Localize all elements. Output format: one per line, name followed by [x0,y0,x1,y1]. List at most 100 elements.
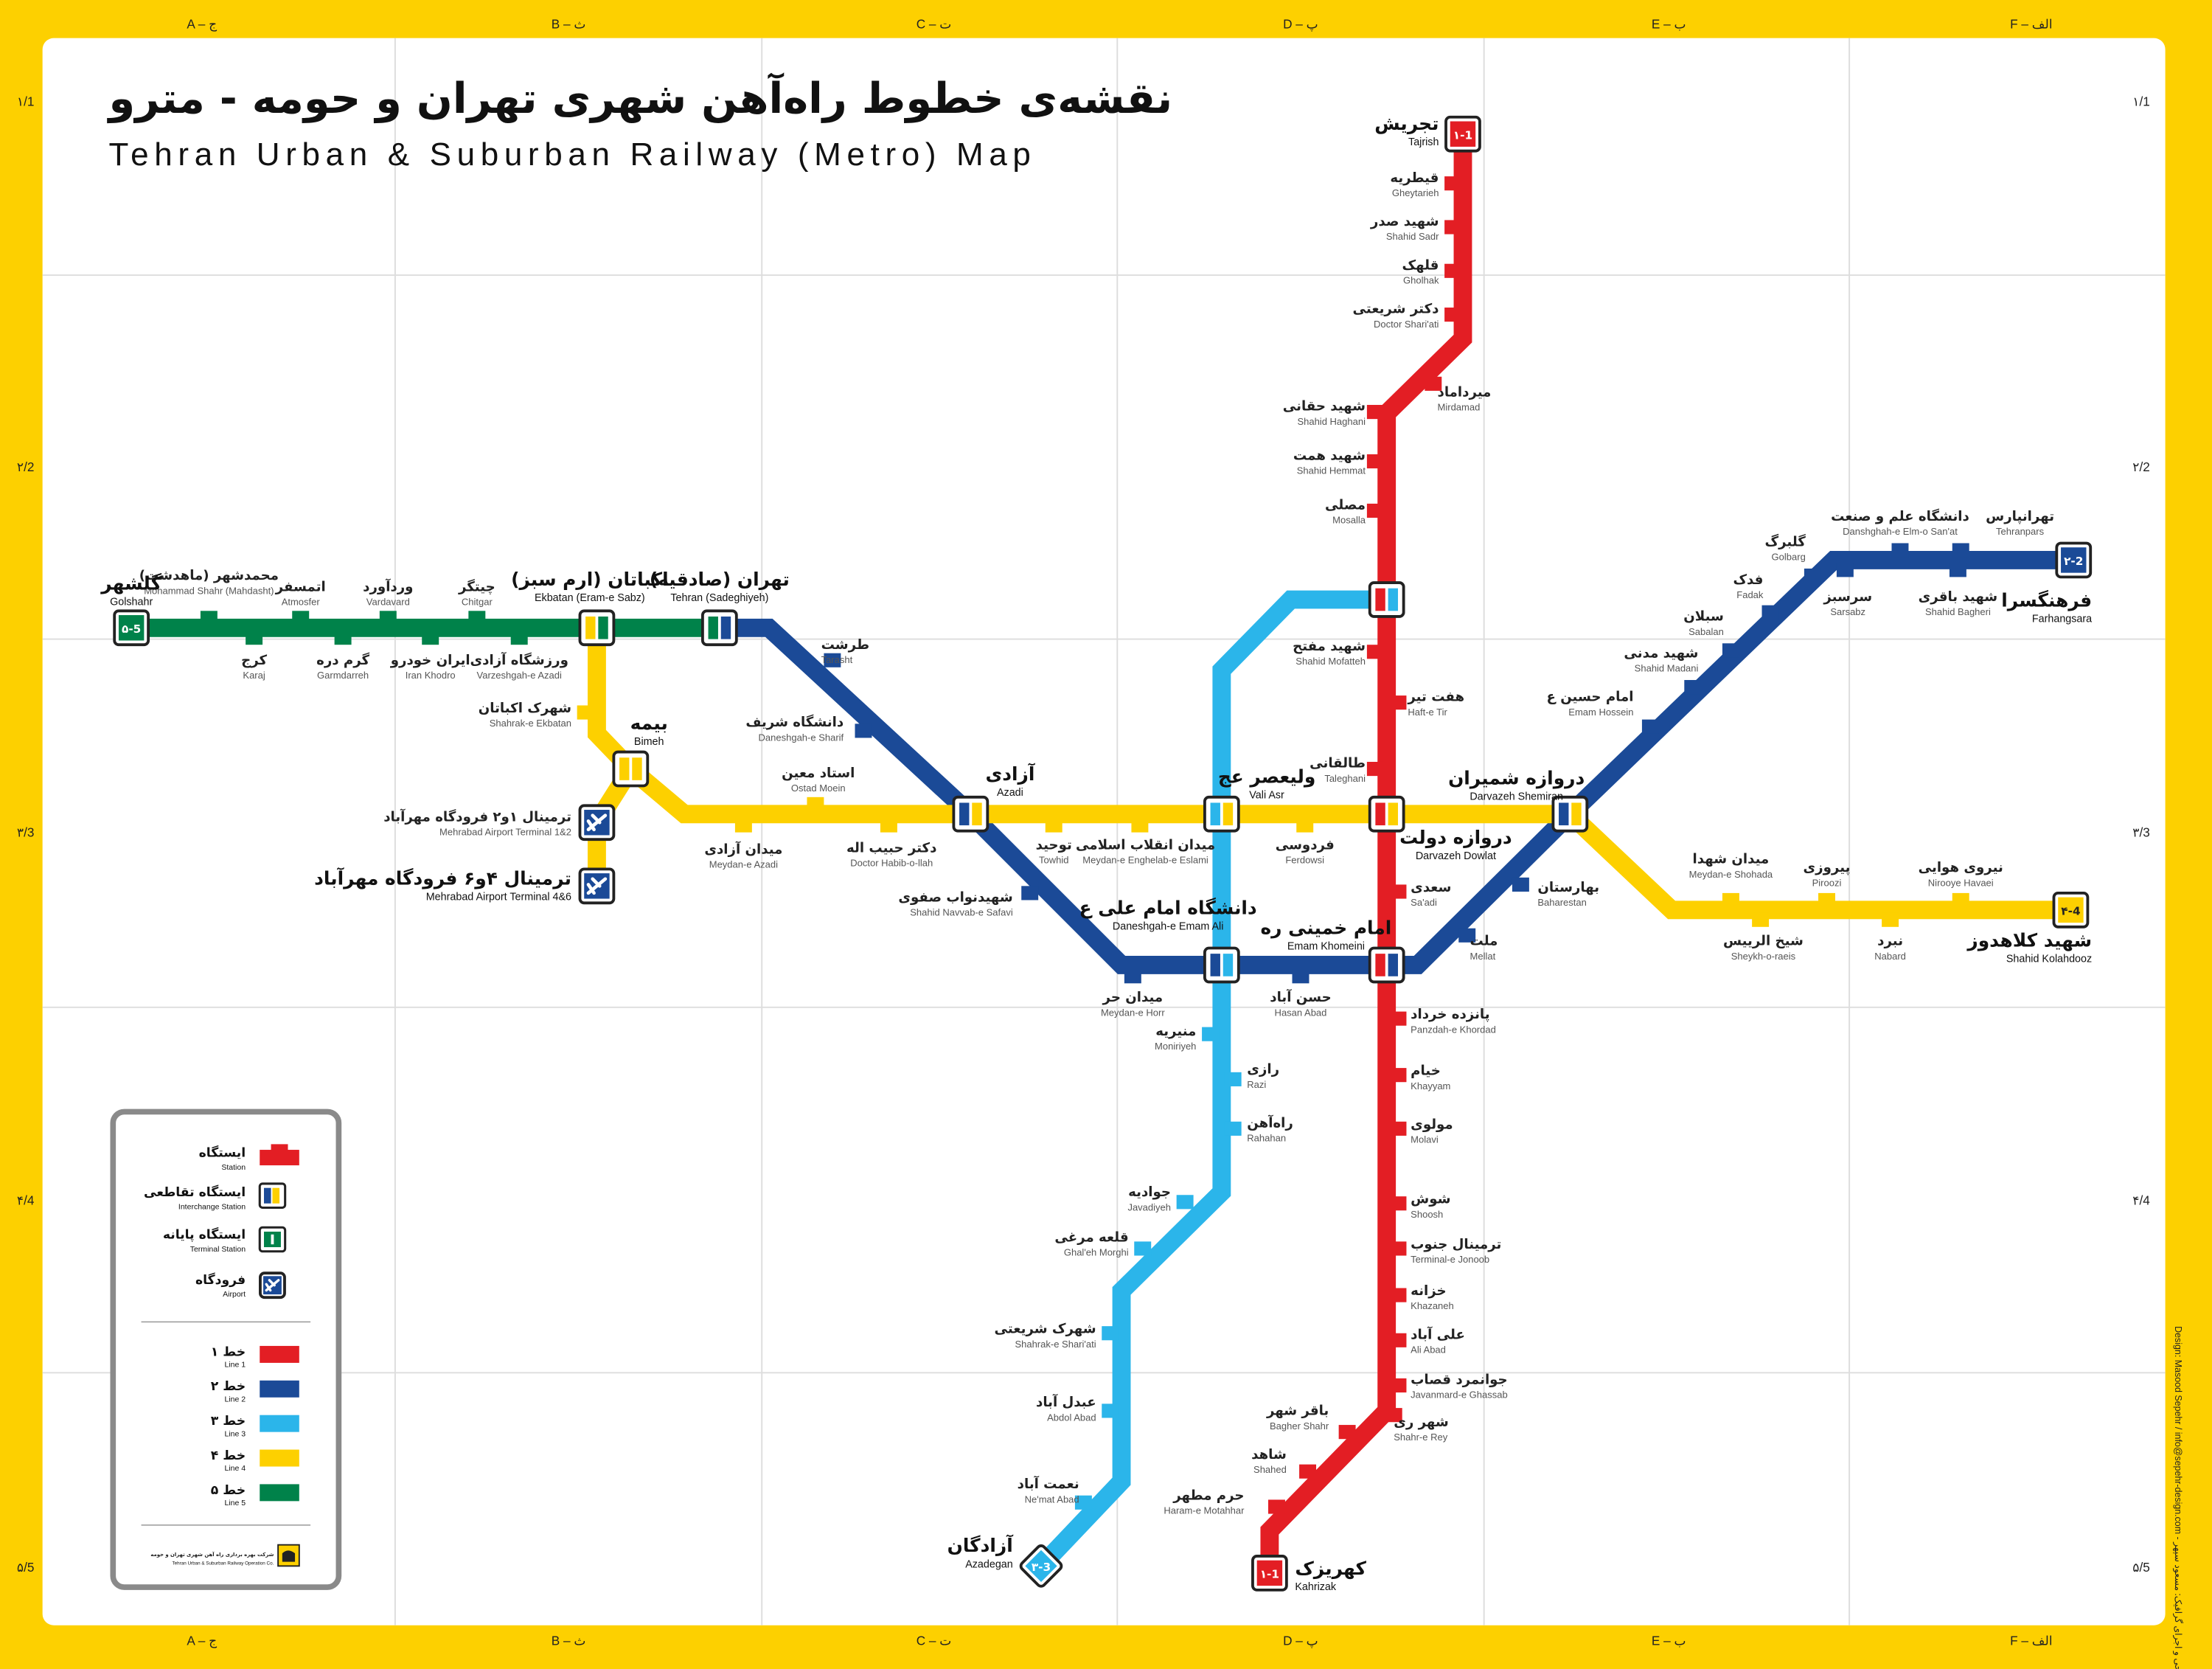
station-marker[interactable] [1389,1011,1407,1026]
station-marker[interactable] [1124,969,1141,984]
grid-row-label: ۳/3 [17,825,35,839]
station-marker[interactable] [1949,563,1966,577]
station-marker[interactable] [1836,563,1854,577]
airport-station[interactable] [578,804,616,842]
station-marker[interactable] [1131,818,1149,833]
station-marker[interactable] [1102,1403,1119,1418]
station-marker[interactable] [1389,1196,1407,1211]
interchange-station[interactable] [1368,795,1405,833]
interchange-station[interactable] [1203,946,1240,984]
station-name-fa: سبلان [1683,609,1724,625]
station-marker[interactable] [1021,886,1039,901]
station-name-en: Doctor Shari'ati [1374,319,1439,330]
station-marker[interactable] [734,818,752,833]
station-name-en: Nirooye Havaei [1928,877,1994,888]
station-marker[interactable] [246,631,263,645]
station-marker[interactable] [1389,695,1407,710]
terminal-station[interactable]: ۱-1 [1444,115,1481,153]
station-marker[interactable] [1444,308,1462,322]
interchange-station[interactable] [578,609,616,647]
station-marker[interactable] [292,611,310,625]
station-marker[interactable] [1296,818,1314,833]
interchange-station[interactable] [612,750,650,788]
station-marker[interactable] [510,631,528,645]
station-marker[interactable] [1389,1333,1407,1347]
airport-name-en: Mehrabad Airport Terminal 1&2 [439,826,571,837]
station-marker[interactable] [1389,1378,1407,1393]
station-marker[interactable] [1882,912,1899,927]
station-marker[interactable] [1202,1027,1220,1041]
station-marker[interactable] [1176,1195,1194,1210]
station-marker[interactable] [807,797,824,811]
station-marker[interactable] [1952,543,1969,558]
station-marker[interactable] [577,705,594,720]
station-marker[interactable] [1891,543,1909,558]
station-marker[interactable] [1102,1326,1119,1341]
station-marker[interactable] [334,631,352,645]
interchange-station[interactable] [1203,795,1240,833]
grid-row-label: ۲/2 [2132,459,2150,474]
station-marker[interactable] [1389,1288,1407,1302]
station-marker[interactable] [1804,568,1821,583]
station-marker[interactable] [1389,1121,1407,1136]
terminal-station[interactable]: ۵-5 [113,609,150,647]
station-marker[interactable] [1074,1495,1092,1510]
interchange-station[interactable] [1368,581,1405,618]
station-marker[interactable] [1267,1499,1285,1514]
station-marker[interactable] [1722,643,1739,658]
interchange-station[interactable] [952,795,990,833]
station-marker[interactable] [379,611,397,625]
station-marker[interactable] [1366,454,1384,469]
station-marker[interactable] [1752,912,1770,927]
station-marker[interactable] [1134,1241,1152,1256]
interchange-station[interactable] [1551,795,1589,833]
station-marker[interactable] [824,653,841,667]
metro-lines [131,133,2074,1573]
station-marker[interactable] [1292,969,1310,984]
station-marker[interactable] [1299,1464,1317,1479]
station-marker[interactable] [1366,405,1384,420]
station-marker[interactable] [1224,1121,1242,1136]
station-marker[interactable] [1366,645,1384,659]
terminal-name-fa: آزادگان [947,1534,1014,1556]
station-marker[interactable] [855,724,872,738]
station-marker[interactable] [880,818,897,833]
station-marker[interactable] [1444,176,1462,191]
interchange-station[interactable] [700,609,738,647]
station-marker[interactable] [1389,1241,1407,1256]
terminal-station[interactable]: ۴-4 [2052,891,2090,929]
station-marker[interactable] [1425,376,1442,391]
station-marker[interactable] [1444,220,1462,235]
station-marker[interactable] [1045,818,1062,833]
station-marker[interactable] [1444,263,1462,278]
station-marker[interactable] [1366,503,1384,518]
line-1-track [1260,133,1472,1573]
station-marker[interactable] [1818,892,1835,908]
station-marker[interactable] [1224,1072,1242,1086]
station-marker[interactable] [1385,1408,1402,1423]
station-marker[interactable] [1722,892,1739,908]
terminal-name-fa: شهید کلاهدوز [1966,930,2092,952]
station-name-fa: شاهد [1251,1447,1287,1462]
station-marker[interactable] [1389,1068,1407,1083]
station-marker[interactable] [1641,719,1659,734]
interchange-station[interactable] [1368,946,1405,984]
terminal-name-en: Kahrizak [1295,1581,1337,1593]
station-marker[interactable] [1684,680,1702,695]
station-name-fa: جوادیه [1128,1184,1171,1200]
terminal-station[interactable]: ۱-1 [1251,1555,1288,1592]
station-marker[interactable] [1389,884,1407,899]
station-marker[interactable] [200,611,218,625]
station-marker[interactable] [468,611,486,625]
station-marker[interactable] [422,631,439,645]
station-marker[interactable] [1338,1425,1356,1440]
station-marker[interactable] [1366,761,1384,777]
airport-station[interactable] [578,867,616,905]
terminal-station[interactable]: ۲-2 [2055,541,2093,579]
station-marker[interactable] [1761,605,1779,620]
station-marker[interactable] [1952,892,1969,908]
station-marker[interactable] [1512,877,1529,892]
terminal-station[interactable]: ۳-3 [1019,1544,1063,1589]
station-marker[interactable] [1458,928,1476,943]
station-ticks: ۱-1 ۱-1 ۲-2 ۳-3 ۴-4 ۵-5 [113,115,2093,1592]
